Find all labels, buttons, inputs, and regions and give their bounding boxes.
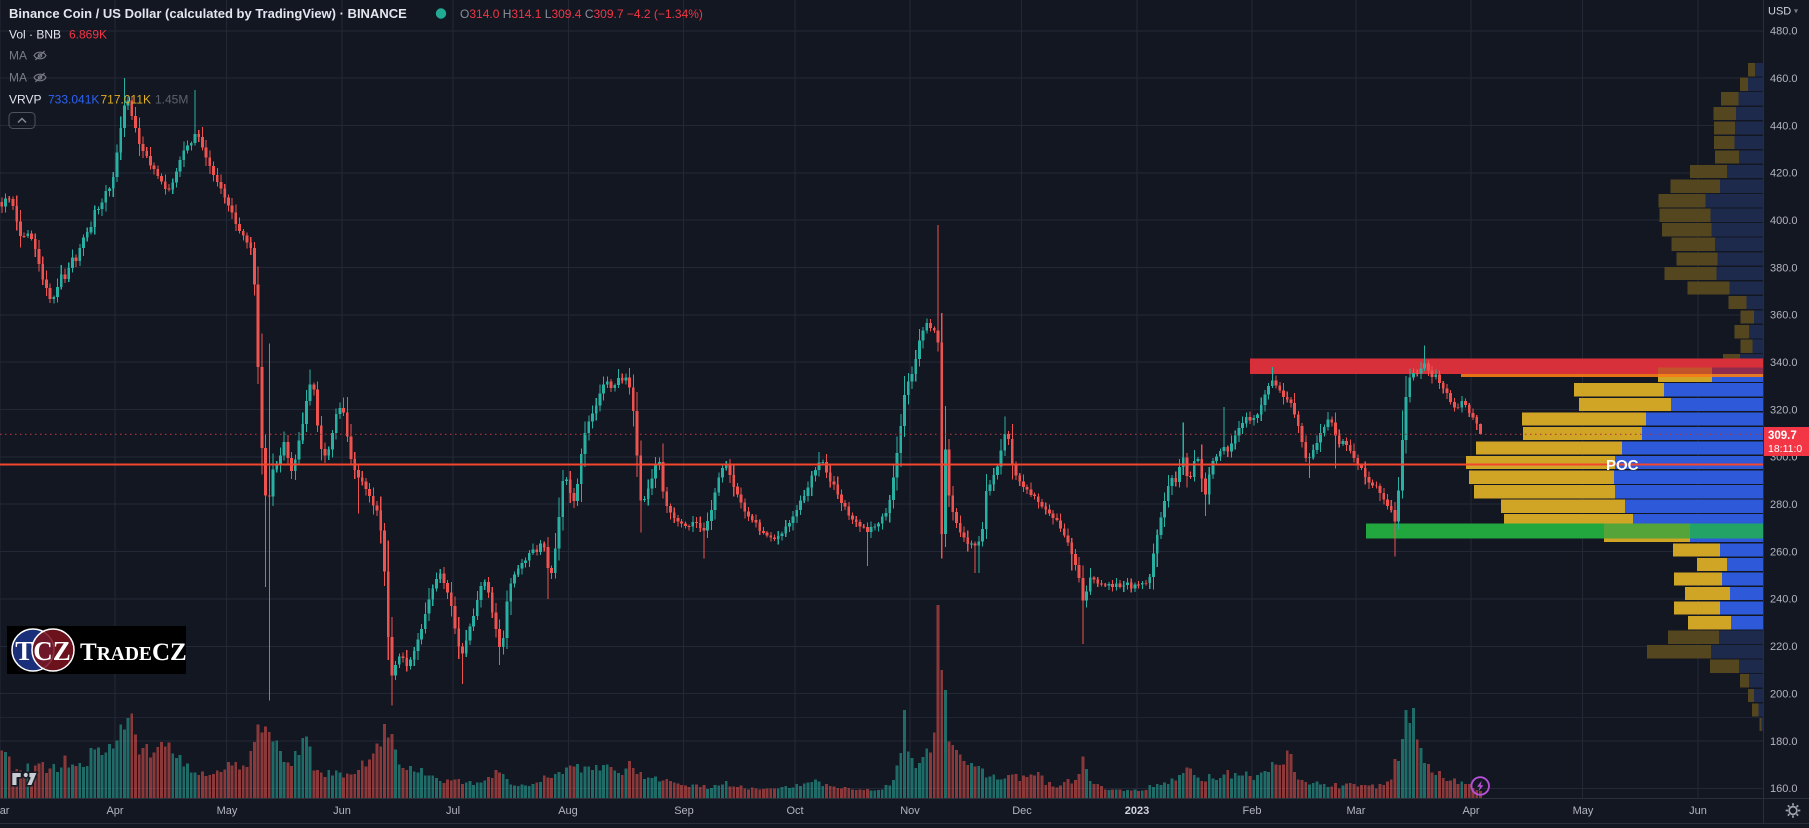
svg-text:180.0: 180.0	[1770, 736, 1798, 748]
svg-text:Jun: Jun	[1689, 805, 1707, 817]
svg-text:Mar: Mar	[0, 805, 10, 817]
svg-text:MA: MA	[9, 71, 27, 85]
svg-text:Jul: Jul	[446, 805, 460, 817]
svg-text:2023: 2023	[1125, 805, 1149, 817]
svg-text:▾: ▾	[1794, 7, 1798, 16]
svg-text:Apr: Apr	[106, 805, 123, 817]
svg-text:360.0: 360.0	[1770, 310, 1798, 322]
svg-text:440.0: 440.0	[1770, 120, 1798, 132]
svg-text:220.0: 220.0	[1770, 641, 1798, 653]
svg-text:Nov: Nov	[900, 805, 920, 817]
svg-text:TCZ: TCZ	[15, 636, 71, 666]
svg-text:160.0: 160.0	[1770, 783, 1798, 795]
svg-text:Aug: Aug	[558, 805, 578, 817]
svg-text:260.0: 260.0	[1770, 546, 1798, 558]
svg-text:400.0: 400.0	[1770, 215, 1798, 227]
svg-text:Apr: Apr	[1462, 805, 1479, 817]
svg-text:Jun: Jun	[333, 805, 351, 817]
svg-text:320.0: 320.0	[1770, 404, 1798, 416]
svg-text:TRADECZ: TRADECZ	[80, 639, 187, 666]
svg-text:Oct: Oct	[786, 805, 803, 817]
svg-text:380.0: 380.0	[1770, 262, 1798, 274]
svg-text:Vol · BNB: Vol · BNB	[9, 28, 61, 42]
svg-text:420.0: 420.0	[1770, 168, 1798, 180]
svg-text:O314.0 H314.1 L309.4 C309.7 −4: O314.0 H314.1 L309.4 C309.7 −4.2 (−1.34%…	[460, 7, 703, 21]
svg-text:200.0: 200.0	[1770, 688, 1798, 700]
svg-text:USD: USD	[1768, 6, 1791, 18]
svg-text:May: May	[1573, 805, 1594, 817]
svg-text:May: May	[217, 805, 238, 817]
svg-text:VRVP: VRVP	[9, 93, 41, 107]
svg-text:280.0: 280.0	[1770, 499, 1798, 511]
svg-text:480.0: 480.0	[1770, 26, 1798, 38]
svg-text:6.869K: 6.869K	[69, 28, 107, 42]
svg-text:Mar: Mar	[1347, 805, 1366, 817]
svg-text:733.041K: 733.041K	[48, 93, 99, 107]
svg-text:309.7: 309.7	[1768, 430, 1797, 442]
svg-text:340.0: 340.0	[1770, 357, 1798, 369]
svg-text:240.0: 240.0	[1770, 594, 1798, 606]
svg-text:Sep: Sep	[674, 805, 694, 817]
svg-text:POC: POC	[1606, 457, 1639, 474]
svg-text:MA: MA	[9, 49, 27, 63]
svg-text:18:11:0: 18:11:0	[1768, 443, 1802, 455]
svg-text:Binance Coin / US Dollar (calc: Binance Coin / US Dollar (calculated by …	[9, 6, 407, 21]
svg-text:460.0: 460.0	[1770, 73, 1798, 85]
svg-text:1.45M: 1.45M	[155, 93, 188, 107]
svg-text:Feb: Feb	[1243, 805, 1262, 817]
svg-text:717.011K: 717.011K	[101, 93, 152, 107]
svg-text:Dec: Dec	[1012, 805, 1032, 817]
